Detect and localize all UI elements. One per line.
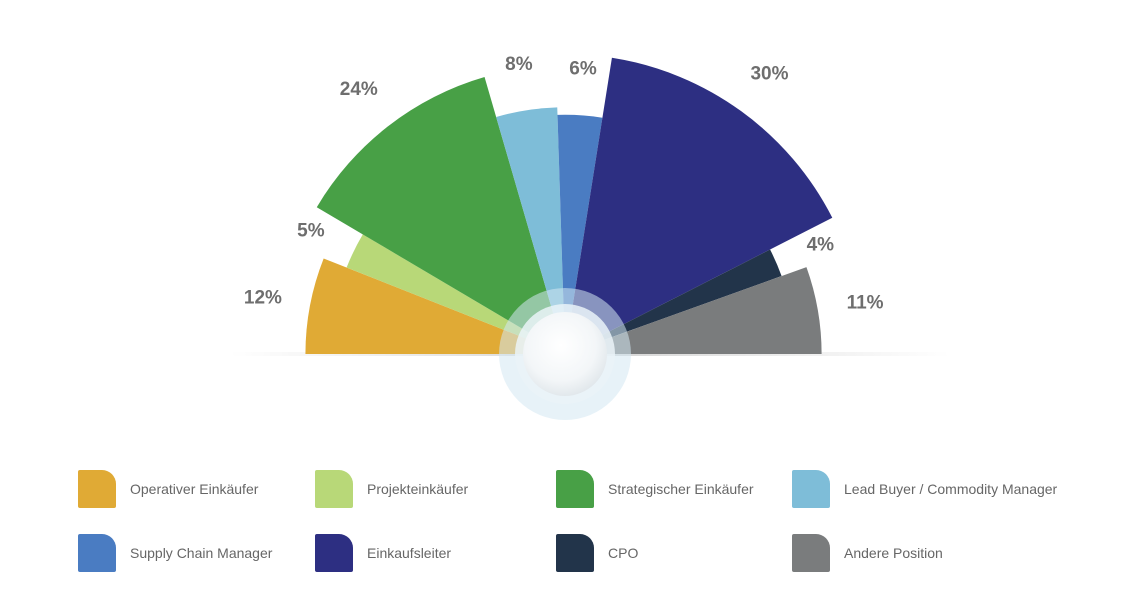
value-label: 11% — [847, 293, 884, 314]
value-label: 4% — [807, 235, 835, 256]
slice-3 — [316, 77, 565, 354]
value-label: 8% — [505, 54, 533, 75]
slice-1 — [305, 258, 565, 354]
slice-6 — [565, 57, 833, 354]
value-label: 30% — [750, 64, 788, 85]
hub-center — [523, 312, 607, 396]
value-label: 24% — [340, 79, 378, 100]
value-label: 6% — [569, 58, 597, 79]
value-labels: 12% 5% 24% 8% 6% 30% 4% 11% — [244, 54, 884, 314]
slice-8 — [565, 267, 822, 354]
value-label: 5% — [297, 221, 325, 242]
value-label: 12% — [244, 287, 282, 308]
